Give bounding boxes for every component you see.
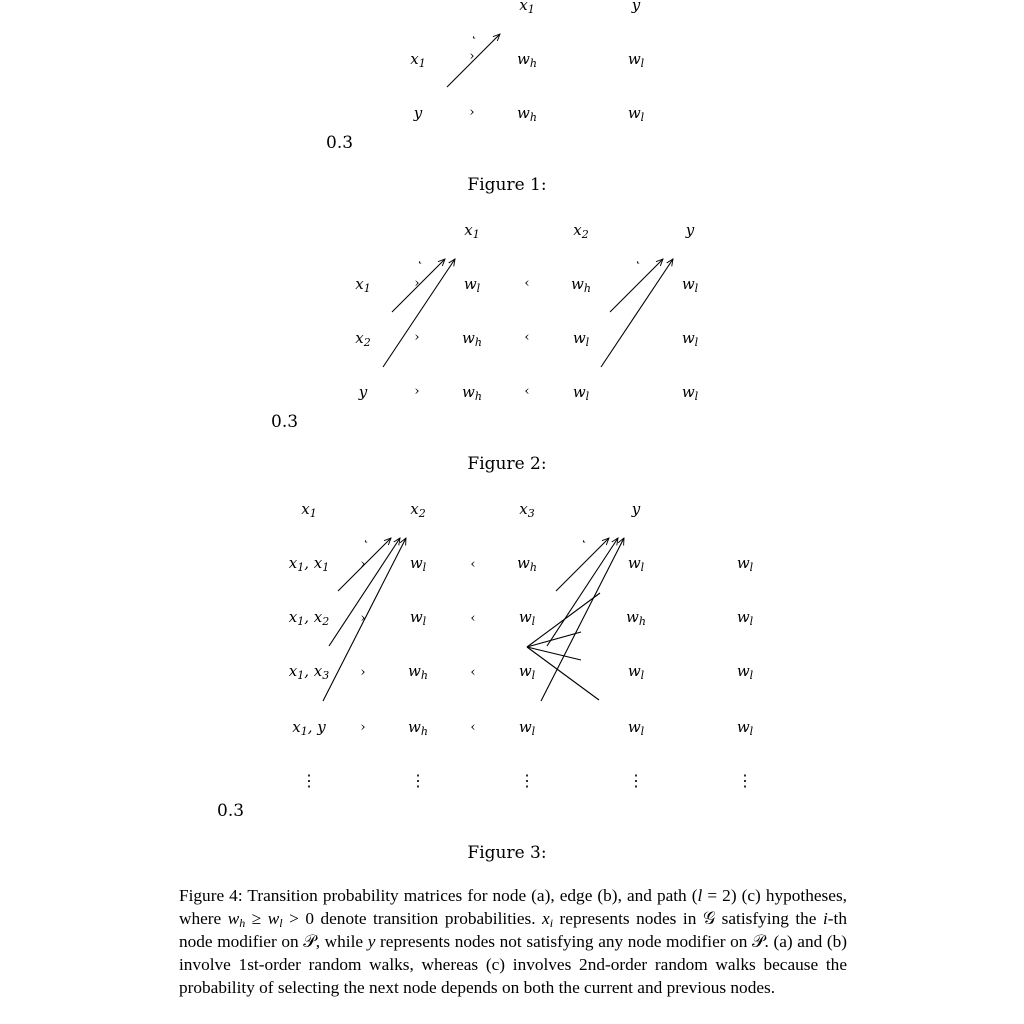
fig3-arrow [546,538,618,647]
fig3-row-header: x1, x1 [288,554,330,574]
fig3-row-header: x1, x2 [288,608,330,628]
fig2-col-header-x2: x2 [573,221,589,241]
fig3-sep: › [360,720,366,735]
fig3-sep: ‹ [470,720,476,735]
fig2-cell: wl [681,383,699,403]
fig3-sep: › [360,611,366,626]
fig3-cell: wl [409,554,427,574]
fig1-sep: › [469,105,475,120]
fig2-label: Figure 2: [467,454,547,474]
fig2-cell: wh [462,329,482,349]
fig1-arrow [446,34,500,88]
fig1-scale: 0.3 [326,133,354,153]
fig2-sep: › [414,330,420,345]
fig2-arrow [600,259,673,368]
fig3-hook: ˛ [580,529,588,544]
fig3-cell: wh [408,662,428,682]
fig2-row-header-x1: x1 [355,275,371,295]
fig2-col-header-y: y [685,221,695,239]
fig2-cell: wl [572,383,590,403]
fig3-cell: wh [626,608,646,628]
fig1-cell: wh [517,104,537,124]
fig3-sep: ‹ [470,557,476,572]
fig3-label: Figure 3: [467,843,547,863]
fig2-cell: wl [681,275,699,295]
fig2-row-header-x2: x2 [355,329,371,349]
fig2-arrow [391,259,445,313]
fig3-arrow [328,538,400,647]
fig3-sep: › [360,665,366,680]
fig1-cell: wl [627,104,645,124]
fig3-row-header: x1, y [292,718,326,738]
fig2-cell: wh [571,275,591,295]
fig3-col-header-x1: x1 [301,500,317,520]
fig3-cell: wl [627,662,645,682]
fig2-sep: ‹ [524,384,530,399]
fig3-cell: wl [518,608,536,628]
fig1-col-header-y: y [631,0,641,14]
fig3-col-header-y: y [631,500,641,518]
fig3-cell: wh [408,718,428,738]
fig2-cell: wh [462,383,482,403]
fig3-row-header: x1, x3 [288,662,330,682]
fig3-cell: wl [736,718,754,738]
fig3-fan-line [526,646,600,701]
fig2-scale: 0.3 [271,412,299,432]
fig2-row-header-y: y [358,383,368,401]
fig1-cell: wl [627,50,645,70]
fig3-fan-line [526,646,582,661]
fig3-arrow [555,538,609,592]
fig3-sep: › [360,557,366,572]
fig3-cell: wl [736,662,754,682]
fig2-cell: wl [681,329,699,349]
fig2-cell: wl [463,275,481,295]
fig3-arrow [540,538,624,702]
fig3-cell: wh [517,554,537,574]
fig3-scale: 0.3 [217,801,245,821]
fig2-arrow [382,259,455,368]
fig2-col-header-x1: x1 [464,221,480,241]
fig3-fan-line [526,592,601,648]
fig3-arrow [337,538,391,592]
fig2-sep: › [414,384,420,399]
fig2-sep: ‹ [524,330,530,345]
fig2-cell: wl [572,329,590,349]
fig3-cell: wl [627,718,645,738]
fig3-col-header-x2: x2 [410,500,426,520]
fig2-arrow [609,259,663,313]
fig3-arrow [322,538,406,702]
fig3-sep: ‹ [470,611,476,626]
fig1-row-header-x1: x1 [410,50,426,70]
figure-caption: Figure 4: Transition probability matrice… [179,886,848,997]
fig3-sep: ‹ [470,665,476,680]
fig1-sep: › [469,49,475,64]
fig2-sep: ‹ [524,276,530,291]
caption-label: Figure 4: [179,886,243,905]
fig3-cell: wl [518,662,536,682]
fig3-cell: wl [736,608,754,628]
fig1-hook: ˛ [470,25,478,40]
fig3-fan-line [526,631,582,648]
fig3-cell: wl [518,718,536,738]
fig3-cell: wl [736,554,754,574]
fig1-col-header-x1: x1 [519,0,535,16]
fig3-hook: ˛ [362,529,370,544]
fig3-col-header-x3: x3 [519,500,535,520]
fig1-row-header-y: y [413,104,423,122]
fig2-sep: › [414,276,420,291]
fig1-label: Figure 1: [467,175,547,195]
fig1-cell: wh [517,50,537,70]
fig3-cell: wl [627,554,645,574]
fig2-hook: ˛ [634,250,642,265]
fig3-cell: wl [409,608,427,628]
fig2-hook: ˛ [416,250,424,265]
